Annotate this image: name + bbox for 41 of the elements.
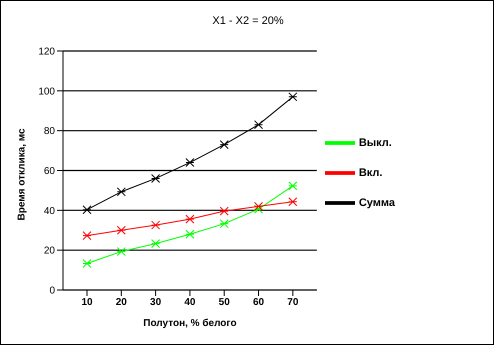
point (288, 92, 298, 102)
x-tick-label: 40 (184, 297, 196, 308)
x-tick-label: 50 (218, 297, 230, 308)
y-tick-label: 80 (44, 126, 56, 138)
legend-label: Сумма (358, 196, 395, 208)
chart-title: X1 - X2 = 20% (211, 15, 285, 27)
x-tick-label: 30 (150, 297, 162, 308)
x-axis-title: Полутон, % белого (143, 318, 237, 329)
point (116, 187, 126, 196)
legend-label: Вкл. (358, 166, 382, 178)
point (220, 206, 229, 216)
point (254, 120, 264, 130)
point (288, 197, 298, 206)
point (116, 226, 126, 235)
point (288, 181, 298, 190)
y-tick-label: 60 (44, 166, 56, 178)
x-tick-label: 20 (116, 297, 128, 308)
y-tick-label: 100 (38, 86, 56, 98)
point (82, 205, 92, 214)
x-tick-label: 60 (252, 297, 265, 308)
point (82, 231, 92, 240)
y-axis-title: Время отклика, мс (16, 128, 28, 220)
legend-label: Выкл. (358, 136, 392, 148)
x-tick-label: 10 (81, 297, 93, 308)
point (254, 202, 264, 211)
point (151, 239, 160, 248)
point (185, 158, 194, 168)
point (82, 259, 92, 268)
point (116, 247, 126, 256)
x-tick-label: 70 (287, 297, 299, 308)
y-tick-label: 120 (38, 46, 56, 58)
point (151, 174, 160, 183)
point (254, 204, 264, 214)
point (185, 230, 194, 239)
y-tick-label: 0 (49, 286, 56, 297)
y-tick-label: 40 (44, 206, 56, 217)
point (151, 220, 160, 230)
point (220, 140, 229, 150)
y-tick-label: 20 (44, 246, 56, 257)
point (220, 219, 229, 228)
point (185, 214, 194, 224)
